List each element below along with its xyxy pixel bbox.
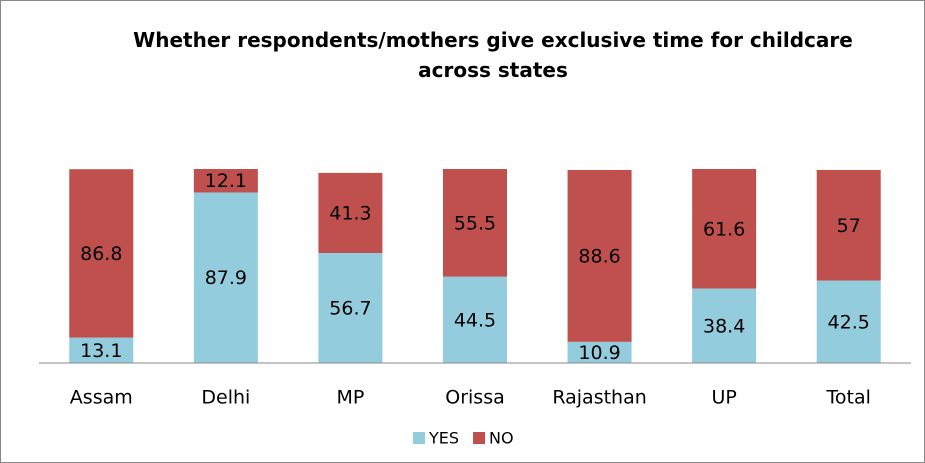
data-label: 10.9 (578, 342, 620, 364)
bar-segment (567, 169, 632, 342)
bar-segment (193, 169, 258, 193)
x-tick-label: UP (711, 387, 736, 409)
bar-segment (692, 169, 757, 289)
legend-label: NO (489, 429, 514, 448)
bar-segment (318, 253, 383, 363)
data-label: 57 (837, 215, 861, 237)
data-label: 86.8 (80, 243, 122, 265)
bar-segment (193, 192, 258, 363)
bar-segment (443, 276, 507, 363)
data-label: 55.5 (454, 212, 496, 234)
legend-label: YES (428, 429, 459, 448)
data-label: 56.7 (329, 298, 371, 320)
data-label: 88.6 (578, 245, 620, 267)
chart-title: Whether respondents/mothers give exclusi… (133, 28, 853, 82)
legend-swatch (473, 432, 486, 444)
data-label: 87.9 (205, 267, 247, 289)
bar-segment (816, 280, 881, 363)
data-label: 38.4 (703, 315, 745, 337)
data-label: 44.5 (454, 309, 496, 331)
bar-segment (567, 341, 632, 363)
data-label: 42.5 (828, 311, 870, 333)
bar-segment (69, 337, 134, 363)
data-label: 41.3 (329, 202, 371, 224)
data-label: 61.6 (703, 218, 745, 240)
bar-segment (318, 172, 383, 254)
bar-segment (816, 169, 881, 281)
x-tick-label: Rajasthan (552, 387, 646, 409)
bar-segment (692, 288, 757, 363)
x-tick-label: Orissa (445, 387, 505, 409)
x-tick-label: Delhi (201, 387, 250, 409)
x-tick-label: MP (336, 387, 364, 409)
x-tick-label: Total (826, 387, 871, 409)
bar-segment (443, 169, 507, 277)
data-label: 12.1 (205, 170, 247, 192)
x-tick-label: Assam (70, 387, 133, 409)
bar-segment (69, 169, 134, 338)
legend-swatch (413, 432, 425, 444)
data-label: 13.1 (80, 340, 122, 362)
